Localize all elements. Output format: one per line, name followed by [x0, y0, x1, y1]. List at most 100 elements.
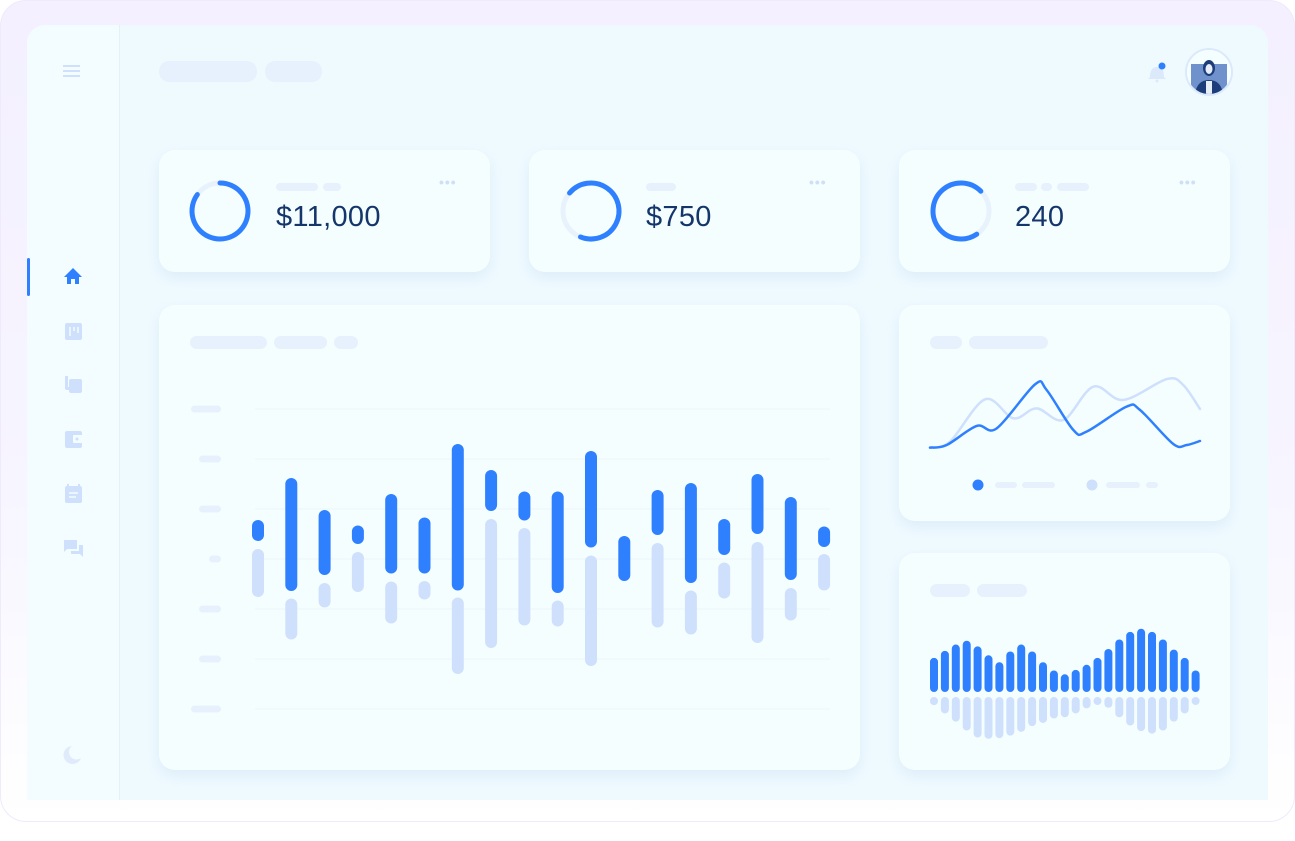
kpi-value: $11,000 — [276, 201, 381, 233]
mini-bar-upper — [1093, 657, 1102, 692]
y-tick-label-placeholder — [199, 455, 221, 463]
mini-bar-lower — [1049, 697, 1058, 719]
wallet-icon[interactable] — [65, 431, 83, 448]
board-icon[interactable] — [65, 323, 82, 340]
mini-bar-lower — [973, 697, 982, 738]
calculator-icon[interactable] — [65, 376, 82, 393]
mini-bar-lower — [1028, 697, 1037, 727]
legend-label-placeholder — [1146, 482, 1158, 488]
mini-bar-upper — [973, 646, 982, 692]
sidebar — [27, 25, 120, 800]
title-placeholder — [930, 584, 970, 597]
chat-icon[interactable] — [64, 540, 83, 557]
home-icon[interactable] — [64, 268, 82, 284]
breadcrumb-placeholder — [265, 61, 322, 82]
mini-bar-upper — [930, 657, 938, 692]
bar-primary — [585, 451, 597, 548]
legend-marker-primary — [972, 479, 984, 491]
bar-secondary — [285, 598, 298, 640]
bar-primary — [418, 517, 431, 574]
progress-ring-arc — [930, 180, 984, 242]
bar-primary — [551, 491, 564, 593]
bar-secondary — [551, 600, 564, 627]
mini-bar-upper — [984, 655, 993, 692]
bar-secondary — [818, 554, 831, 591]
title-placeholder — [977, 584, 1027, 597]
mini-bar-lower — [1158, 697, 1167, 731]
title-placeholder — [930, 336, 962, 349]
mini-bar-upper — [1137, 628, 1146, 692]
more-dots-icon[interactable]: ••• — [1179, 174, 1197, 190]
mini-bar-upper — [951, 644, 960, 692]
bar-secondary — [451, 597, 464, 674]
y-tick-label-placeholder — [191, 705, 221, 713]
mini-bar-upper — [1039, 662, 1047, 692]
title-placeholder — [190, 336, 267, 349]
mini-bar-upper — [1148, 631, 1156, 692]
legend-label-placeholder — [1022, 482, 1055, 488]
mini-bar-lower — [1060, 697, 1069, 718]
progress-ring-arc — [189, 180, 251, 242]
mini-bar-lower — [962, 697, 971, 731]
mini-bar-lower — [1148, 697, 1156, 734]
bar-primary — [518, 491, 531, 521]
label-placeholder — [1041, 183, 1052, 191]
bar-secondary — [351, 552, 364, 592]
mini-bar-lower — [1006, 697, 1015, 736]
mini-bar-lower — [930, 697, 938, 706]
mini-bar-upper — [1180, 657, 1189, 692]
avatar-photo — [1187, 50, 1231, 94]
calendar-icon[interactable] — [65, 484, 82, 503]
bar-primary — [618, 536, 631, 581]
more-dots-icon[interactable]: ••• — [809, 174, 827, 190]
main-bar-chart-card — [159, 305, 860, 770]
bar-secondary — [318, 583, 331, 608]
more-dots-icon[interactable]: ••• — [439, 174, 457, 190]
mini-bar-upper — [1082, 664, 1091, 692]
mini-bar-upper — [1017, 644, 1026, 692]
active-nav-indicator — [27, 258, 30, 296]
kpi-value: $750 — [646, 201, 712, 233]
label-placeholder — [276, 183, 318, 191]
mini-bar-upper — [1115, 639, 1124, 692]
title-placeholder — [274, 336, 327, 349]
label-placeholder — [1057, 183, 1089, 191]
breadcrumb-placeholder — [159, 61, 257, 82]
user-avatar[interactable] — [1185, 48, 1233, 96]
bar-secondary — [751, 542, 764, 643]
legend-marker-secondary — [1086, 479, 1098, 491]
mini-bar-upper — [1049, 670, 1058, 692]
mini-bar-upper — [1006, 651, 1015, 692]
bar-secondary — [518, 528, 531, 626]
mini-bar-upper — [995, 662, 1004, 692]
line-chart-card — [899, 305, 1230, 521]
mini-bar-upper — [1158, 639, 1167, 692]
kpi-value: 240 — [1015, 201, 1065, 233]
mini-bar-lower — [1104, 697, 1113, 708]
bar-secondary — [651, 543, 664, 628]
bar-secondary — [684, 590, 697, 635]
mini-bar-lower — [1017, 697, 1026, 732]
dark-mode-moon-icon[interactable] — [63, 746, 81, 764]
bar-primary — [485, 470, 498, 511]
bar-primary — [385, 494, 398, 574]
bell-icon[interactable] — [1148, 62, 1166, 83]
mini-bar-lower — [1093, 697, 1102, 705]
bar-primary — [784, 497, 797, 580]
bar-secondary — [784, 588, 797, 621]
bar-primary — [718, 519, 731, 555]
notification-dot — [1158, 62, 1166, 70]
mini-bar-lower — [940, 697, 949, 714]
mini-bar-upper — [1060, 674, 1069, 692]
hamburger-menu-icon[interactable] — [63, 65, 80, 77]
bar-primary — [351, 525, 364, 544]
bar-primary — [252, 520, 264, 541]
mini-bar-lower — [1126, 697, 1135, 726]
y-tick-label-placeholder — [209, 555, 221, 563]
mini-bar-upper — [1169, 649, 1178, 692]
kpi-card-revenue: $11,000 ••• — [159, 150, 490, 272]
legend-label-placeholder — [995, 482, 1017, 488]
